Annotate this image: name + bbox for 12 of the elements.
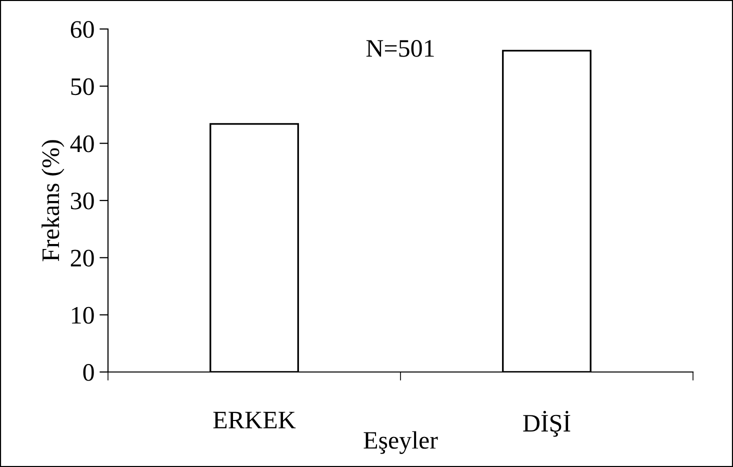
y-tick-label: 10 (72, 306, 94, 324)
y-axis-title: Frekans (%) (42, 140, 64, 262)
y-tick-label: 40 (70, 135, 94, 152)
y-tick-label: 50 (71, 78, 94, 96)
x-tick-label: DİŞİ (523, 410, 570, 437)
y-tick-label: 0 (83, 364, 94, 381)
y-tick-label: 60 (70, 21, 94, 38)
x-axis-title: Eşeyler (364, 431, 438, 454)
annotation: N=501 (366, 40, 434, 57)
x-tick-label: ERKEK (213, 412, 296, 428)
y-tick-label: 30 (71, 192, 94, 210)
y-tick-label: 20 (70, 250, 94, 267)
